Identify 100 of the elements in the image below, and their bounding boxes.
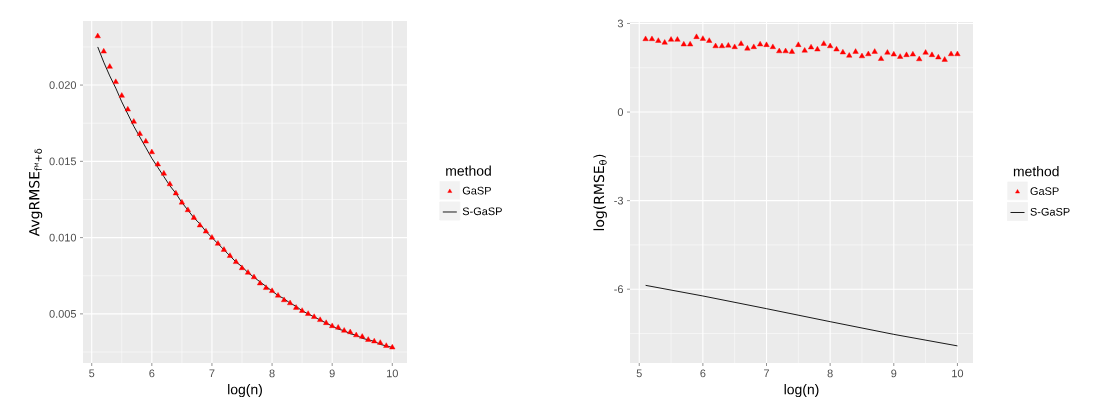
legend-label: S-GaSP — [462, 207, 502, 216]
point — [897, 53, 904, 59]
point — [329, 322, 336, 328]
point — [293, 304, 300, 310]
point — [954, 50, 961, 56]
x-tick-label: 6 — [700, 369, 706, 378]
y-tick-label: 0.005 — [49, 310, 77, 318]
point — [839, 49, 846, 55]
point — [269, 287, 276, 293]
point — [668, 36, 675, 42]
point — [190, 214, 197, 220]
point — [674, 36, 681, 42]
point — [871, 48, 878, 54]
point — [680, 41, 687, 47]
x-tick-label: 10 — [952, 369, 964, 378]
legend-label: S-GaSP — [1030, 207, 1070, 216]
y-axis-title: log(RMSE$_{θ}$) — [593, 154, 607, 231]
x-tick-label: 5 — [89, 369, 95, 378]
point — [287, 299, 294, 305]
point — [820, 40, 827, 46]
point — [335, 324, 342, 330]
point — [184, 206, 191, 212]
point — [118, 92, 125, 98]
point — [769, 43, 776, 49]
x-tick-label: 5 — [636, 369, 642, 378]
point — [359, 333, 366, 339]
point — [916, 55, 923, 61]
y-tick-label: 0.015 — [49, 157, 77, 166]
legend-label: GaSP — [462, 186, 491, 195]
point — [814, 46, 821, 52]
point — [699, 35, 706, 41]
point — [693, 33, 700, 39]
point — [649, 35, 655, 41]
point — [178, 199, 185, 205]
x-axis-title: log(n) — [228, 384, 262, 398]
point — [890, 51, 897, 57]
y-tick-label: 0 — [617, 108, 624, 116]
point — [744, 45, 751, 51]
legend-title: method — [1013, 166, 1059, 177]
point — [221, 246, 227, 252]
point — [323, 319, 330, 325]
point — [776, 47, 783, 54]
point — [738, 40, 745, 46]
x-axis-title: log(n) — [784, 384, 819, 398]
x-tick-label: 6 — [149, 369, 155, 378]
point — [365, 336, 372, 342]
point — [251, 273, 257, 280]
point — [148, 148, 155, 154]
y-tick-label: -6 — [614, 285, 624, 294]
x-tick-label: 7 — [764, 369, 770, 378]
point — [846, 52, 853, 58]
point — [353, 331, 360, 338]
point — [763, 41, 770, 47]
point — [377, 339, 384, 345]
point — [341, 327, 348, 333]
point — [94, 32, 101, 39]
point — [130, 118, 137, 124]
point — [305, 310, 312, 316]
point — [317, 316, 324, 322]
x-tick-label: 7 — [209, 369, 215, 378]
point — [239, 264, 245, 270]
point — [884, 49, 891, 55]
point — [655, 37, 662, 43]
point — [371, 337, 378, 344]
point — [166, 180, 173, 187]
point — [941, 56, 948, 62]
point — [275, 292, 282, 298]
point — [227, 252, 233, 258]
point — [383, 342, 390, 348]
legend-label: GaSP — [1030, 187, 1059, 196]
y-tick-label: 0.010 — [49, 233, 77, 242]
point — [922, 49, 929, 55]
point — [795, 41, 802, 47]
point — [389, 344, 396, 350]
point — [124, 106, 131, 112]
x-tick-label: 10 — [387, 369, 398, 378]
point — [245, 269, 251, 275]
point — [903, 51, 910, 57]
point — [154, 160, 161, 167]
point — [878, 55, 885, 61]
y-tick-label: 3 — [617, 19, 624, 28]
point — [196, 222, 203, 228]
point — [757, 41, 764, 47]
point — [725, 42, 732, 48]
x-tick-label: 8 — [269, 369, 275, 378]
point — [706, 37, 713, 43]
point — [263, 284, 270, 290]
point — [661, 39, 668, 45]
point — [789, 48, 795, 54]
point — [142, 138, 149, 144]
point — [347, 328, 354, 334]
point — [233, 258, 239, 264]
point — [731, 43, 738, 49]
point — [112, 78, 119, 84]
point — [106, 63, 113, 69]
point — [852, 48, 859, 54]
point — [750, 43, 757, 49]
x-tick-label: 9 — [329, 369, 335, 378]
line-series — [645, 284, 958, 347]
point — [299, 307, 306, 313]
